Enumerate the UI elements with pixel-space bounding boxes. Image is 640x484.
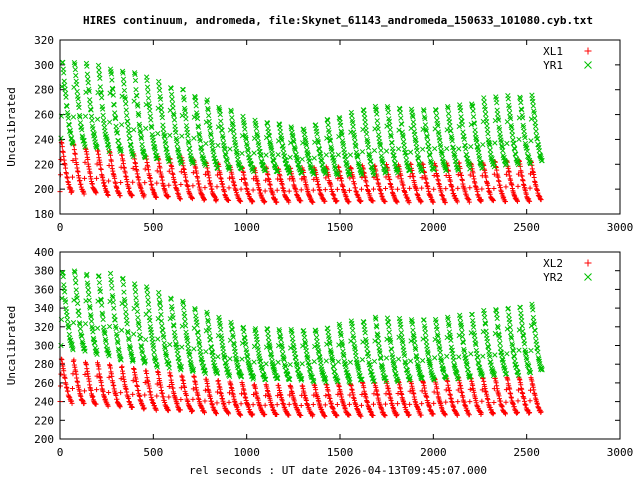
series-yr1 <box>58 59 545 178</box>
x-tick-label: 500 <box>143 446 163 459</box>
y-tick-label: 320 <box>34 321 54 334</box>
x-tick-label: 3000 <box>607 446 634 459</box>
x-tick-label: 3000 <box>607 221 634 234</box>
x-tick-label: 0 <box>57 221 64 234</box>
data-points-yr2 <box>58 268 545 386</box>
y-tick-label: 320 <box>34 34 54 47</box>
y-axis-label: Uncalibrated <box>5 87 18 166</box>
x-tick-label: 2000 <box>420 221 447 234</box>
data-points-yr1 <box>58 59 545 178</box>
y-tick-label: 360 <box>34 283 54 296</box>
x-tick-label: 1500 <box>327 221 354 234</box>
y-tick-label: 380 <box>34 265 54 278</box>
legend-label-yr1: YR1 <box>543 59 563 72</box>
series-yr2 <box>58 268 545 386</box>
y-tick-label: 260 <box>34 377 54 390</box>
legend-marker-yr2 <box>584 273 592 281</box>
x-tick-label: 0 <box>57 446 64 459</box>
legend-marker-yr1 <box>584 61 592 69</box>
y-tick-label: 180 <box>34 208 54 221</box>
plot-frame <box>59 39 621 215</box>
x-axis-label: rel seconds : UT date 2026-04-13T09:45:0… <box>189 464 487 477</box>
plot-frame <box>59 251 621 440</box>
y-tick-label: 240 <box>34 133 54 146</box>
y-tick-label: 300 <box>34 59 54 72</box>
legend-label-xl2: XL2 <box>543 257 563 270</box>
y-axis-label: Uncalibrated <box>5 306 18 385</box>
chart-panel-2: 200 220 240 260 280 300 320 340 360 380 400 0 500 100… <box>5 246 633 459</box>
x-tick-label: 1000 <box>233 221 260 234</box>
y-tick-label: 200 <box>34 183 54 196</box>
y-tick-label: 220 <box>34 414 54 427</box>
chart-panel-1: 180 200 220 240 260 280 300 320 0 500 1000 1500 2000… <box>5 34 633 234</box>
x-tick-label: 500 <box>143 221 163 234</box>
legend-marker-xl2 <box>584 259 592 267</box>
y-tick-label: 260 <box>34 109 54 122</box>
y-tick-label: 280 <box>34 358 54 371</box>
x-tick-label: 2500 <box>513 221 540 234</box>
y-tick-label: 240 <box>34 396 54 409</box>
y-tick-label: 200 <box>34 433 54 446</box>
y-tick-label: 340 <box>34 302 54 315</box>
y-tick-label: 400 <box>34 246 54 259</box>
chart-title: HIRES continuum, andromeda, file:Skynet_… <box>83 14 593 27</box>
y-tick-label: 220 <box>34 158 54 171</box>
x-tick-label: 2000 <box>420 446 447 459</box>
x-tick-label: 1500 <box>327 446 354 459</box>
y-tick-label: 280 <box>34 84 54 97</box>
legend-label-yr2: YR2 <box>543 271 563 284</box>
y-tick-label: 300 <box>34 340 54 353</box>
x-tick-label: 1000 <box>233 446 260 459</box>
x-tick-label: 2500 <box>513 446 540 459</box>
legend-label-xl1: XL1 <box>543 45 563 58</box>
legend-marker-xl1 <box>584 47 592 55</box>
